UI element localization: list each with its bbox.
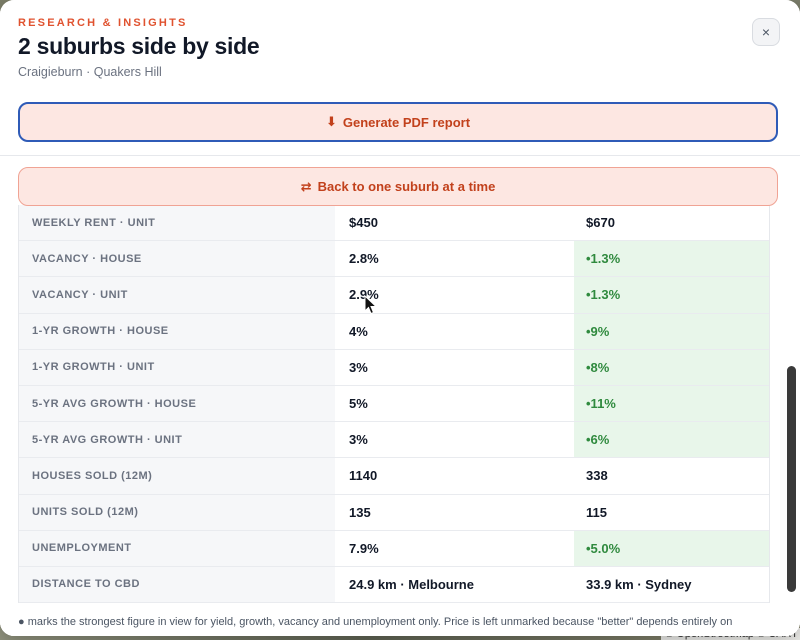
footnote: ● marks the strongest figure in view for… <box>0 612 800 636</box>
generate-pdf-button[interactable]: ⬇ Generate PDF report <box>18 102 778 142</box>
value-craigieburn: 1140 <box>335 457 574 495</box>
value-craigieburn: $450 <box>335 205 574 242</box>
metric-label: DISTANCE TO CBD <box>19 566 335 604</box>
metric-label: VACANCY · UNIT <box>19 276 335 314</box>
table-row: UNEMPLOYMENT 7.9% •5.0% <box>19 530 769 567</box>
metric-label: 5-YR AVG GROWTH · UNIT <box>19 421 335 459</box>
value-quakers-hill: •9% <box>574 313 769 350</box>
value-craigieburn: 3% <box>335 349 574 386</box>
value-craigieburn: 4% <box>335 313 574 350</box>
table-row: VACANCY · UNIT 2.9% •1.3% <box>19 276 769 314</box>
value-craigieburn: 5% <box>335 385 574 423</box>
value-quakers-hill: $670 <box>574 205 769 242</box>
value-craigieburn: 7.9% <box>335 530 574 567</box>
value-quakers-hill: 115 <box>574 494 769 531</box>
metric-label: HOUSES SOLD (12M) <box>19 457 335 495</box>
table-row: UNITS SOLD (12M) 135 115 <box>19 494 769 531</box>
suburbs-subtitle: Craigieburn · Quakers Hill <box>18 65 162 79</box>
value-quakers-hill: •8% <box>574 349 769 386</box>
value-quakers-hill: 33.9 km · Sydney <box>574 566 769 604</box>
generate-pdf-label: Generate PDF report <box>342 114 471 130</box>
metric-label: UNITS SOLD (12M) <box>19 494 335 531</box>
value-quakers-hill: 338 <box>574 457 769 495</box>
value-quakers-hill: •11% <box>574 385 769 423</box>
close-button[interactable]: × <box>752 18 780 46</box>
table-row: 5-YR AVG GROWTH · HOUSE 5% •11% <box>19 385 769 423</box>
modal-header: RESEARCH & INSIGHTS 2 suburbs side by si… <box>0 0 800 156</box>
metric-label: 1-YR GROWTH · HOUSE <box>19 313 335 350</box>
close-icon: × <box>761 24 771 40</box>
modal-title: 2 suburbs side by side <box>18 33 260 59</box>
swap-icon: ⇄ <box>300 178 312 194</box>
value-craigieburn: 135 <box>335 494 574 531</box>
scrollbar-thumb[interactable] <box>787 366 796 592</box>
value-quakers-hill: •6% <box>574 421 769 459</box>
metric-label: VACANCY · HOUSE <box>19 240 335 278</box>
section-eyebrow: RESEARCH & INSIGHTS <box>18 17 188 29</box>
metric-label: UNEMPLOYMENT <box>19 530 335 567</box>
table-row: HOUSES SOLD (12M) 1140 338 <box>19 457 769 495</box>
comparison-table: WEEKLY RENT · UNIT $450 $670 VACANCY · HOUS… <box>18 205 770 604</box>
table-row: 5-YR AVG GROWTH · UNIT 3% •6% <box>19 421 769 459</box>
value-quakers-hill: •1.3% <box>574 276 769 314</box>
table-row: VACANCY · HOUSE 2.8% •1.3% <box>19 240 769 278</box>
metric-label: 5-YR AVG GROWTH · HOUSE <box>19 385 335 423</box>
value-craigieburn: 2.8% <box>335 240 574 278</box>
table-row: 1-YR GROWTH · UNIT 3% •8% <box>19 349 769 386</box>
value-quakers-hill: •5.0% <box>574 530 769 567</box>
mouse-cursor-icon <box>364 295 378 315</box>
value-quakers-hill: •1.3% <box>574 240 769 278</box>
table-row: WEEKLY RENT · UNIT $450 $670 <box>19 205 769 242</box>
metric-label: 1-YR GROWTH · UNIT <box>19 349 335 386</box>
value-craigieburn: 2.9% <box>335 276 574 314</box>
download-icon: ⬇ <box>325 114 337 129</box>
back-button-label: Back to one suburb at a time <box>317 179 496 194</box>
metric-label: WEEKLY RENT · UNIT <box>19 205 335 242</box>
table-row: DISTANCE TO CBD 24.9 km · Melbourne 33.9 k… <box>19 566 769 604</box>
value-craigieburn: 24.9 km · Melbourne <box>335 566 574 604</box>
back-to-single-button[interactable]: ⇄ Back to one suburb at a time <box>18 167 778 206</box>
table-row: 1-YR GROWTH · HOUSE 4% •9% <box>19 313 769 350</box>
modal-body[interactable]: ⇄ Back to one suburb at a time WEEKLY RE… <box>0 156 800 636</box>
value-craigieburn: 3% <box>335 421 574 459</box>
